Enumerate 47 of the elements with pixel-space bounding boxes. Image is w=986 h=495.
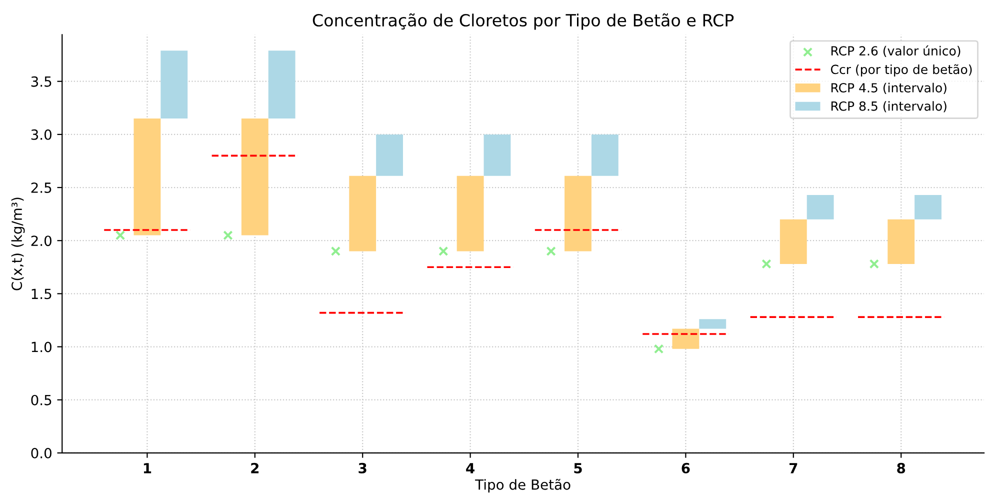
x-tick-label: 4 <box>466 463 474 474</box>
bar <box>134 118 161 236</box>
x-tick-label: 7 <box>789 463 798 474</box>
legend-label: Ccr (por tipo de betão) <box>830 64 972 77</box>
bar <box>780 219 807 264</box>
bar <box>241 118 268 236</box>
bar <box>914 194 942 220</box>
bar <box>456 176 484 252</box>
legend-label: RCP 4.5 (intervalo) <box>831 82 946 94</box>
y-tick-label: 0.5 <box>31 394 52 406</box>
y-tick-label: 0.0 <box>31 448 52 458</box>
x-tick-label: 1 <box>144 463 152 474</box>
point <box>546 246 556 256</box>
bar <box>888 219 915 264</box>
y-axis-title: C(x,t) (kg/m³) <box>11 198 25 290</box>
y-tick-label: 1.5 <box>32 288 52 300</box>
bar <box>591 134 618 176</box>
point <box>223 230 233 240</box>
point <box>115 230 126 240</box>
bar <box>160 50 188 119</box>
legend-label: RCP 8.5 (intervalo) <box>831 101 946 112</box>
x-tick-label: 2 <box>251 462 259 474</box>
x-tick-label: 6 <box>682 462 690 474</box>
bar <box>484 134 511 176</box>
bar <box>564 176 592 252</box>
point <box>762 259 772 269</box>
y-tick-label: 3.5 <box>31 76 52 87</box>
legend-label: RCP 2.6 (valor único) <box>831 45 960 58</box>
x-tick-label: 8 <box>897 462 906 474</box>
bar <box>699 319 726 329</box>
bar <box>376 134 403 176</box>
bar <box>268 50 296 119</box>
y-tick-label: 3.0 <box>31 129 52 140</box>
y-tick-label: 1.0 <box>32 342 52 352</box>
chart-title: Concentração de Cloretos por Tipo de Betão e RCP <box>312 13 734 30</box>
y-tick-label: 2.5 <box>31 182 52 193</box>
point <box>869 259 880 269</box>
bar <box>672 328 700 349</box>
point <box>330 246 341 256</box>
x-axis-title: Tipo de Betão <box>475 478 570 493</box>
bar <box>806 194 834 220</box>
point <box>438 246 448 256</box>
bar <box>349 176 376 252</box>
x-tick-label: 3 <box>358 462 366 474</box>
x-tick-label: 5 <box>574 463 582 474</box>
y-tick-label: 2.0 <box>31 236 52 246</box>
point <box>654 344 664 354</box>
